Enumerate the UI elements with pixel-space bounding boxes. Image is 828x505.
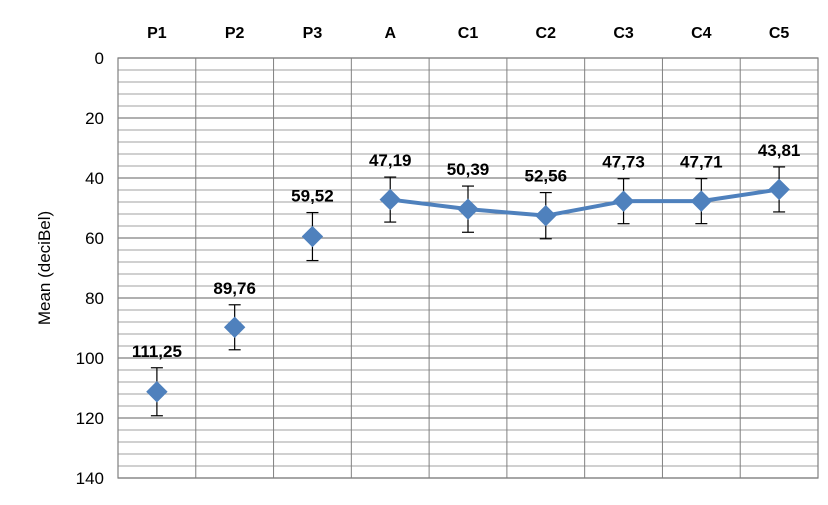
y-tick-label: 20 xyxy=(85,109,104,128)
y-tick-label: 80 xyxy=(85,289,104,308)
axis-layer: 0 20 40 60 80 100 120 140 P1 P2 P3 A C1 C2 C3 C4 C5 Mean … xyxy=(35,25,789,488)
data-label: 111,25 xyxy=(132,342,182,361)
y-tick-label: 100 xyxy=(76,349,104,368)
x-tick-label: C4 xyxy=(691,25,712,42)
y-tick-label: 120 xyxy=(76,409,104,428)
series-line xyxy=(389,187,780,218)
data-label: 52,56 xyxy=(525,167,568,186)
x-tick-label: P1 xyxy=(147,25,167,42)
y-tick-label: 140 xyxy=(76,469,104,488)
y-tick-label: 0 xyxy=(95,49,104,68)
x-tick-label: C1 xyxy=(458,25,479,42)
series-layer xyxy=(146,166,790,417)
data-label: 47,73 xyxy=(602,153,645,172)
data-point-marker xyxy=(301,225,324,248)
x-tick-label: A xyxy=(384,25,396,42)
data-label: 43,81 xyxy=(758,141,801,160)
data-label: 50,39 xyxy=(447,160,490,179)
x-tick-label: C3 xyxy=(613,25,634,42)
y-tick-label: 60 xyxy=(85,229,104,248)
plot-border xyxy=(117,57,819,479)
x-tick-label: C5 xyxy=(769,25,790,42)
grid-layer xyxy=(117,57,819,479)
x-tick-label: C2 xyxy=(536,25,557,42)
data-point-marker xyxy=(457,198,479,220)
x-tick-label: P2 xyxy=(225,25,245,42)
x-tick-label: P3 xyxy=(303,25,323,42)
data-point-marker xyxy=(690,190,713,212)
data-label: 89,76 xyxy=(213,279,256,298)
data-point-marker xyxy=(146,381,168,403)
y-tick-label: 40 xyxy=(85,169,104,188)
data-point-marker xyxy=(379,188,401,211)
data-label: 59,52 xyxy=(291,187,334,206)
data-label-layer: 111,25 89,76 59,52 47,19 50,39 52,56 47,73 47,7… xyxy=(132,141,801,361)
data-point-marker xyxy=(612,190,635,212)
data-point-marker xyxy=(768,178,790,201)
data-label: 47,19 xyxy=(369,151,412,170)
data-label: 47,71 xyxy=(680,153,723,172)
y-axis-title: Mean (deciBel) xyxy=(35,211,54,325)
data-point-marker xyxy=(223,316,246,338)
data-point-marker xyxy=(535,204,557,227)
